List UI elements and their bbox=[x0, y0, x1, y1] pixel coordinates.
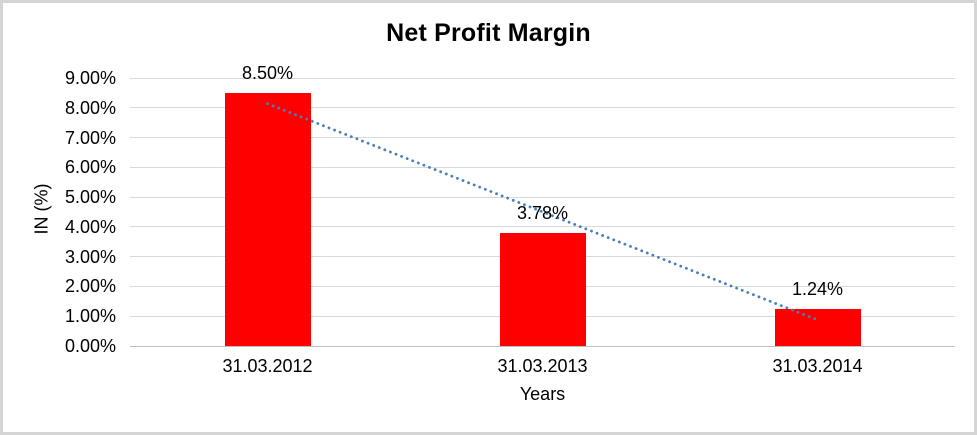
y-tick-label: 3.00% bbox=[64, 246, 116, 267]
y-tick-label: 6.00% bbox=[64, 157, 116, 178]
y-tick-label: 5.00% bbox=[64, 187, 116, 208]
bar-31.03.2014 bbox=[774, 309, 861, 346]
y-tick-label: 4.00% bbox=[64, 216, 116, 237]
y-tick-label: 2.00% bbox=[64, 276, 116, 297]
x-tick-label: 31.03.2012 bbox=[222, 356, 313, 376]
chart-title: Net Profit Margin bbox=[386, 19, 591, 47]
bar-value-label: 8.50% bbox=[241, 62, 294, 83]
bar-31.03.2013 bbox=[499, 233, 586, 346]
x-axis-title: Years bbox=[519, 384, 566, 404]
y-tick-label: 0.00% bbox=[64, 336, 116, 356]
x-axis-line bbox=[130, 345, 955, 347]
bar-value-label: 1.24% bbox=[791, 279, 844, 300]
x-tick-label: 31.03.2014 bbox=[772, 356, 863, 376]
gridline bbox=[130, 77, 955, 79]
bar-value-label: 3.78% bbox=[516, 203, 569, 224]
x-tick-label: 31.03.2013 bbox=[497, 356, 588, 376]
bar-31.03.2012 bbox=[224, 92, 311, 346]
y-tick-label: 8.00% bbox=[64, 97, 116, 118]
y-tick-label: 9.00% bbox=[64, 68, 116, 88]
y-tick-label: 1.00% bbox=[64, 306, 116, 327]
y-tick-label: 7.00% bbox=[64, 127, 116, 148]
